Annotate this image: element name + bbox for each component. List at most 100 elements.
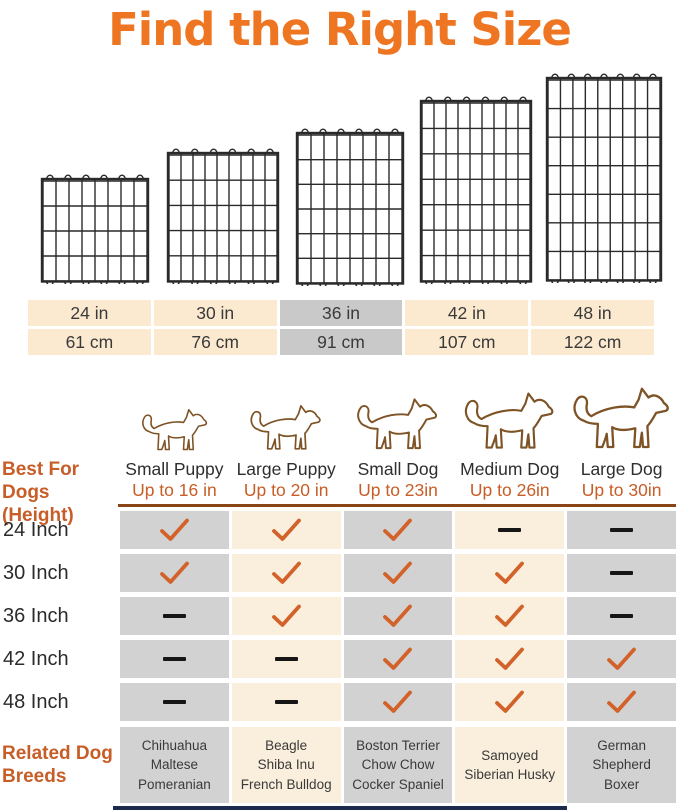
crate-size-row-label: 36 Inch: [3, 604, 69, 627]
size-cell-cm: 122 cm: [531, 329, 654, 355]
crate-panel-30in: [166, 146, 280, 289]
checkmark-icon: [159, 518, 189, 541]
checkmark-icon: [271, 604, 301, 627]
size-cell-cm: 61 cm: [28, 329, 151, 355]
dog-height-label: Up to 26in: [469, 480, 550, 500]
dog-slot: [566, 368, 676, 456]
checkmark-icon: [383, 604, 413, 627]
size-table-inches-row: 24 in 30 in 36 in 42 in 48 in: [28, 300, 654, 326]
dash-icon: [610, 528, 634, 532]
checkmark-icon: [271, 518, 301, 541]
crate-panel-24in: [40, 172, 150, 289]
dog-slot: [232, 368, 341, 456]
matrix-cell: [567, 511, 676, 549]
matrix-cell: [120, 554, 229, 592]
dog-slot: [455, 368, 564, 456]
matrix-cell: [343, 683, 453, 721]
size-cell-inches: 24 in: [28, 300, 151, 326]
breeds-axis-label: Related Dog Breeds: [2, 742, 113, 787]
dash-icon: [162, 657, 186, 661]
row-axis-label: Best For Dogs (Height): [2, 459, 80, 527]
dog-icons-row: [0, 368, 676, 456]
checkmark-icon: [495, 690, 525, 713]
dog-type-label: Large Dog: [580, 459, 663, 479]
column-headers-row: Best For Dogs (Height) Small Puppy Up to…: [0, 458, 676, 526]
checkmark-icon: [495, 561, 525, 584]
dog-height-label: Up to 30in: [581, 480, 662, 500]
matrix-cell: [343, 511, 453, 549]
crate-size-row-label: 24 Inch: [3, 518, 69, 541]
checkmark-icon: [383, 647, 413, 670]
large-dog-outline-icon: [573, 387, 669, 449]
matrix-cell: [231, 511, 341, 549]
medium-dog-outline-icon: [464, 392, 554, 449]
dog-type-label: Small Puppy: [125, 459, 224, 479]
matrix-cell: [120, 511, 229, 549]
matrix-cell: [120, 597, 229, 635]
crate-size-row-label: 42 Inch: [3, 647, 69, 670]
size-cell-cm-highlighted: 91 cm: [279, 329, 403, 355]
matrix-cell: [231, 597, 341, 635]
matrix-cell: [343, 640, 453, 678]
breeds-list: Chihuahua Maltese Pomeranian: [138, 738, 211, 792]
matrix-row: 36 Inch: [0, 597, 676, 635]
matrix-cell: [567, 597, 676, 635]
matrix-row: 30 Inch: [0, 554, 676, 592]
matrix-cell: [567, 640, 676, 678]
page-title: Find the Right Size: [108, 3, 572, 56]
small-dog-outline-icon: [357, 398, 438, 450]
large-puppy-outline-icon: [250, 405, 322, 450]
matrix-cell: [231, 683, 341, 721]
checkmark-icon: [159, 561, 189, 584]
dog-type-label: Medium Dog: [460, 459, 560, 479]
checkmark-icon: [607, 690, 636, 713]
size-table-cm-row: 61 cm 76 cm 91 cm 107 cm 122 cm: [28, 329, 654, 355]
matrix-cell: [120, 640, 229, 678]
dog-slot: [343, 368, 452, 456]
small-puppy-outline-icon: [141, 408, 207, 451]
column-header: Small Puppy Up to 16 in: [120, 458, 229, 528]
dash-icon: [498, 528, 522, 532]
crate-panel-48in: [545, 71, 663, 288]
checkmark-icon: [383, 518, 413, 541]
matrix-row: 24 Inch: [0, 511, 676, 549]
checkmark-icon: [383, 690, 413, 713]
matrix-cell: [343, 554, 453, 592]
checkmark-icon: [495, 647, 525, 670]
dog-type-label: Large Puppy: [236, 459, 336, 479]
dog-type-label: Small Dog: [357, 459, 439, 479]
checkmark-icon: [495, 604, 525, 627]
dash-icon: [162, 700, 186, 704]
size-cell-cm: 76 cm: [153, 329, 277, 355]
size-cell-inches: 48 in: [531, 300, 654, 326]
breeds-list: Beagle Shiba Inu French Bulldog: [240, 738, 332, 792]
crate-size-row-label: 30 Inch: [3, 561, 69, 584]
compatibility-matrix: 24 Inch 30 Inch 36 Inch 42 Inch 48 Inch: [0, 511, 676, 721]
size-cell-inches: 42 in: [405, 300, 529, 326]
crate-panel-42in: [419, 94, 533, 289]
matrix-cell: [455, 640, 565, 678]
dash-icon: [274, 657, 298, 661]
matrix-cell: [455, 683, 565, 721]
matrix-cell: [231, 640, 341, 678]
related-breeds-row: Related Dog Breeds Chihuahua Maltese Pom…: [0, 727, 676, 803]
dog-slot: [120, 368, 229, 456]
matrix-cell: [455, 597, 565, 635]
matrix-row: 48 Inch: [0, 683, 676, 721]
matrix-cell: [231, 554, 341, 592]
matrix-cell: [455, 511, 565, 549]
column-header: Large Dog Up to 30in: [567, 458, 676, 528]
dog-height-label: Up to 16 in: [132, 480, 217, 500]
matrix-cell: [567, 683, 676, 721]
breeds-list: German Shepherd Boxer: [592, 738, 651, 792]
dash-icon: [610, 614, 634, 618]
bottom-divider: [113, 806, 567, 810]
size-cell-inches-highlighted: 36 in: [279, 300, 403, 326]
checkmark-icon: [383, 561, 413, 584]
header-divider-line: [118, 504, 676, 507]
matrix-row: 42 Inch: [0, 640, 676, 678]
checkmark-icon: [607, 647, 636, 670]
dog-height-label: Up to 23in: [358, 480, 438, 500]
column-header: Small Dog Up to 23in: [344, 458, 453, 528]
